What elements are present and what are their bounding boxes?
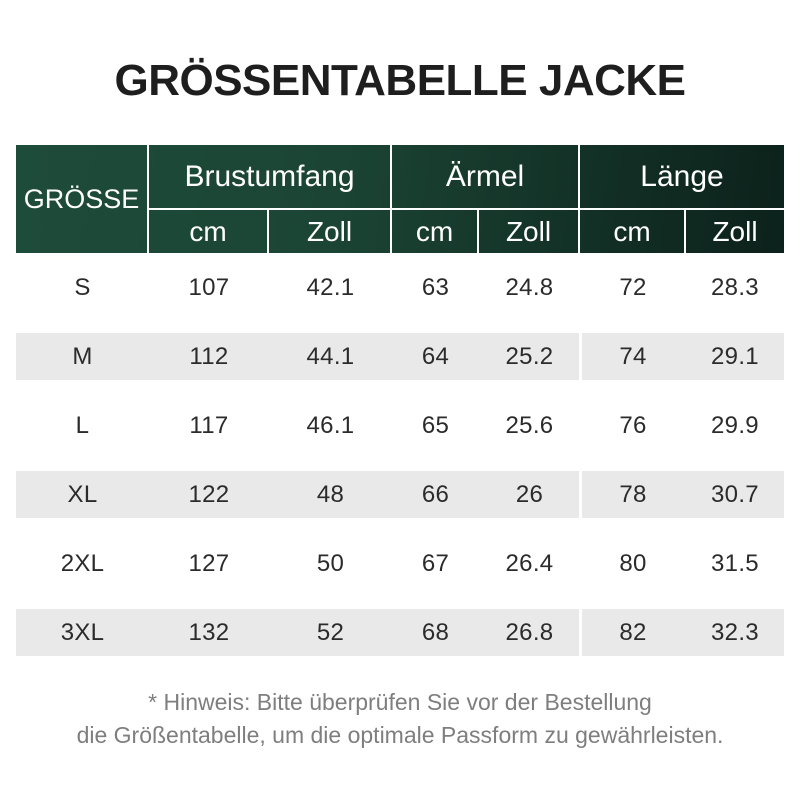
size-cell: L [75, 411, 90, 439]
value-cell: 65 [421, 411, 450, 439]
value-cell: 132 [188, 618, 230, 646]
value-cell: 78 [619, 480, 647, 508]
table-row-xl: XL 122 48 66 26 78 30.7 [16, 460, 784, 529]
header-unit-aermel-cm: cm [392, 210, 479, 253]
value-cell: 67 [421, 549, 450, 577]
table-row-m: M 112 44.1 64 25.2 74 29.1 [16, 322, 784, 391]
column-divider-line [579, 253, 582, 667]
value-cell: 63 [421, 273, 450, 301]
table-row-2xl: 2XL 127 50 67 26.4 80 31.5 [16, 529, 784, 598]
table-row-l: L 117 46.1 65 25.6 76 29.9 [16, 391, 784, 460]
page-title: GRÖSSENTABELLE JACKE [114, 56, 686, 105]
value-cell: 64 [421, 342, 450, 370]
value-cell: 25.2 [505, 342, 554, 370]
value-cell: 127 [188, 549, 230, 577]
header-group-aermel: Ärmel [392, 145, 580, 210]
value-cell: 80 [619, 549, 647, 577]
value-cell: 42.1 [306, 273, 355, 301]
value-cell: 68 [421, 618, 450, 646]
size-cell: XL [67, 480, 98, 508]
value-cell: 52 [316, 618, 345, 646]
value-cell: 32.3 [711, 618, 759, 646]
value-cell: 117 [189, 411, 229, 439]
value-cell: 44.1 [306, 342, 355, 370]
value-cell: 24.8 [505, 273, 554, 301]
footnote: * Hinweis: Bitte überprüfen Sie vor der … [0, 686, 800, 752]
size-cell: 3XL [60, 618, 105, 646]
value-cell: 107 [188, 273, 230, 301]
header-unit-brustumfang-cm: cm [149, 210, 269, 253]
header-unit-laenge-cm: cm [580, 210, 686, 253]
value-cell: 29.9 [711, 411, 759, 439]
size-cell: 2XL [60, 549, 105, 577]
size-cell: M [72, 342, 93, 370]
table-header: GRÖSSE Brustumfang Ärmel Länge cm Zoll c… [16, 145, 784, 253]
value-cell: 28.3 [711, 273, 759, 301]
value-cell: 46.1 [306, 411, 355, 439]
value-cell: 112 [189, 342, 229, 370]
value-cell: 66 [421, 480, 450, 508]
header-group-brustumfang: Brustumfang [149, 145, 392, 210]
table-row-3xl: 3XL 132 52 68 26.8 82 32.3 [16, 598, 784, 667]
value-cell: 29.1 [711, 342, 759, 370]
value-cell: 76 [619, 411, 647, 439]
value-cell: 74 [619, 342, 647, 370]
table-body: S 107 42.1 63 24.8 72 28.3 M 112 44.1 64… [16, 253, 784, 667]
value-cell: 25.6 [505, 411, 554, 439]
header-size-label: GRÖSSE [16, 145, 149, 253]
value-cell: 31.5 [711, 549, 759, 577]
header-unit-aermel-zoll: Zoll [479, 210, 580, 253]
footnote-line-1: * Hinweis: Bitte überprüfen Sie vor der … [148, 689, 652, 715]
table-row-s: S 107 42.1 63 24.8 72 28.3 [16, 253, 784, 322]
header-unit-laenge-zoll: Zoll [712, 215, 758, 247]
value-cell: 50 [316, 549, 345, 577]
value-cell: 30.7 [711, 480, 759, 508]
value-cell: 26 [515, 480, 544, 508]
header-group-laenge: Länge [580, 145, 784, 210]
value-cell: 26.8 [505, 618, 554, 646]
footnote-line-2: die Größentabelle, um die optimale Passf… [76, 722, 724, 748]
size-table: GRÖSSE Brustumfang Ärmel Länge cm Zoll c… [16, 145, 784, 667]
value-cell: 82 [619, 618, 647, 646]
value-cell: 48 [316, 480, 345, 508]
value-cell: 26.4 [505, 549, 554, 577]
size-cell: S [74, 273, 91, 301]
header-unit-brustumfang-zoll: Zoll [269, 210, 392, 253]
value-cell: 122 [188, 480, 230, 508]
value-cell: 72 [619, 273, 647, 301]
